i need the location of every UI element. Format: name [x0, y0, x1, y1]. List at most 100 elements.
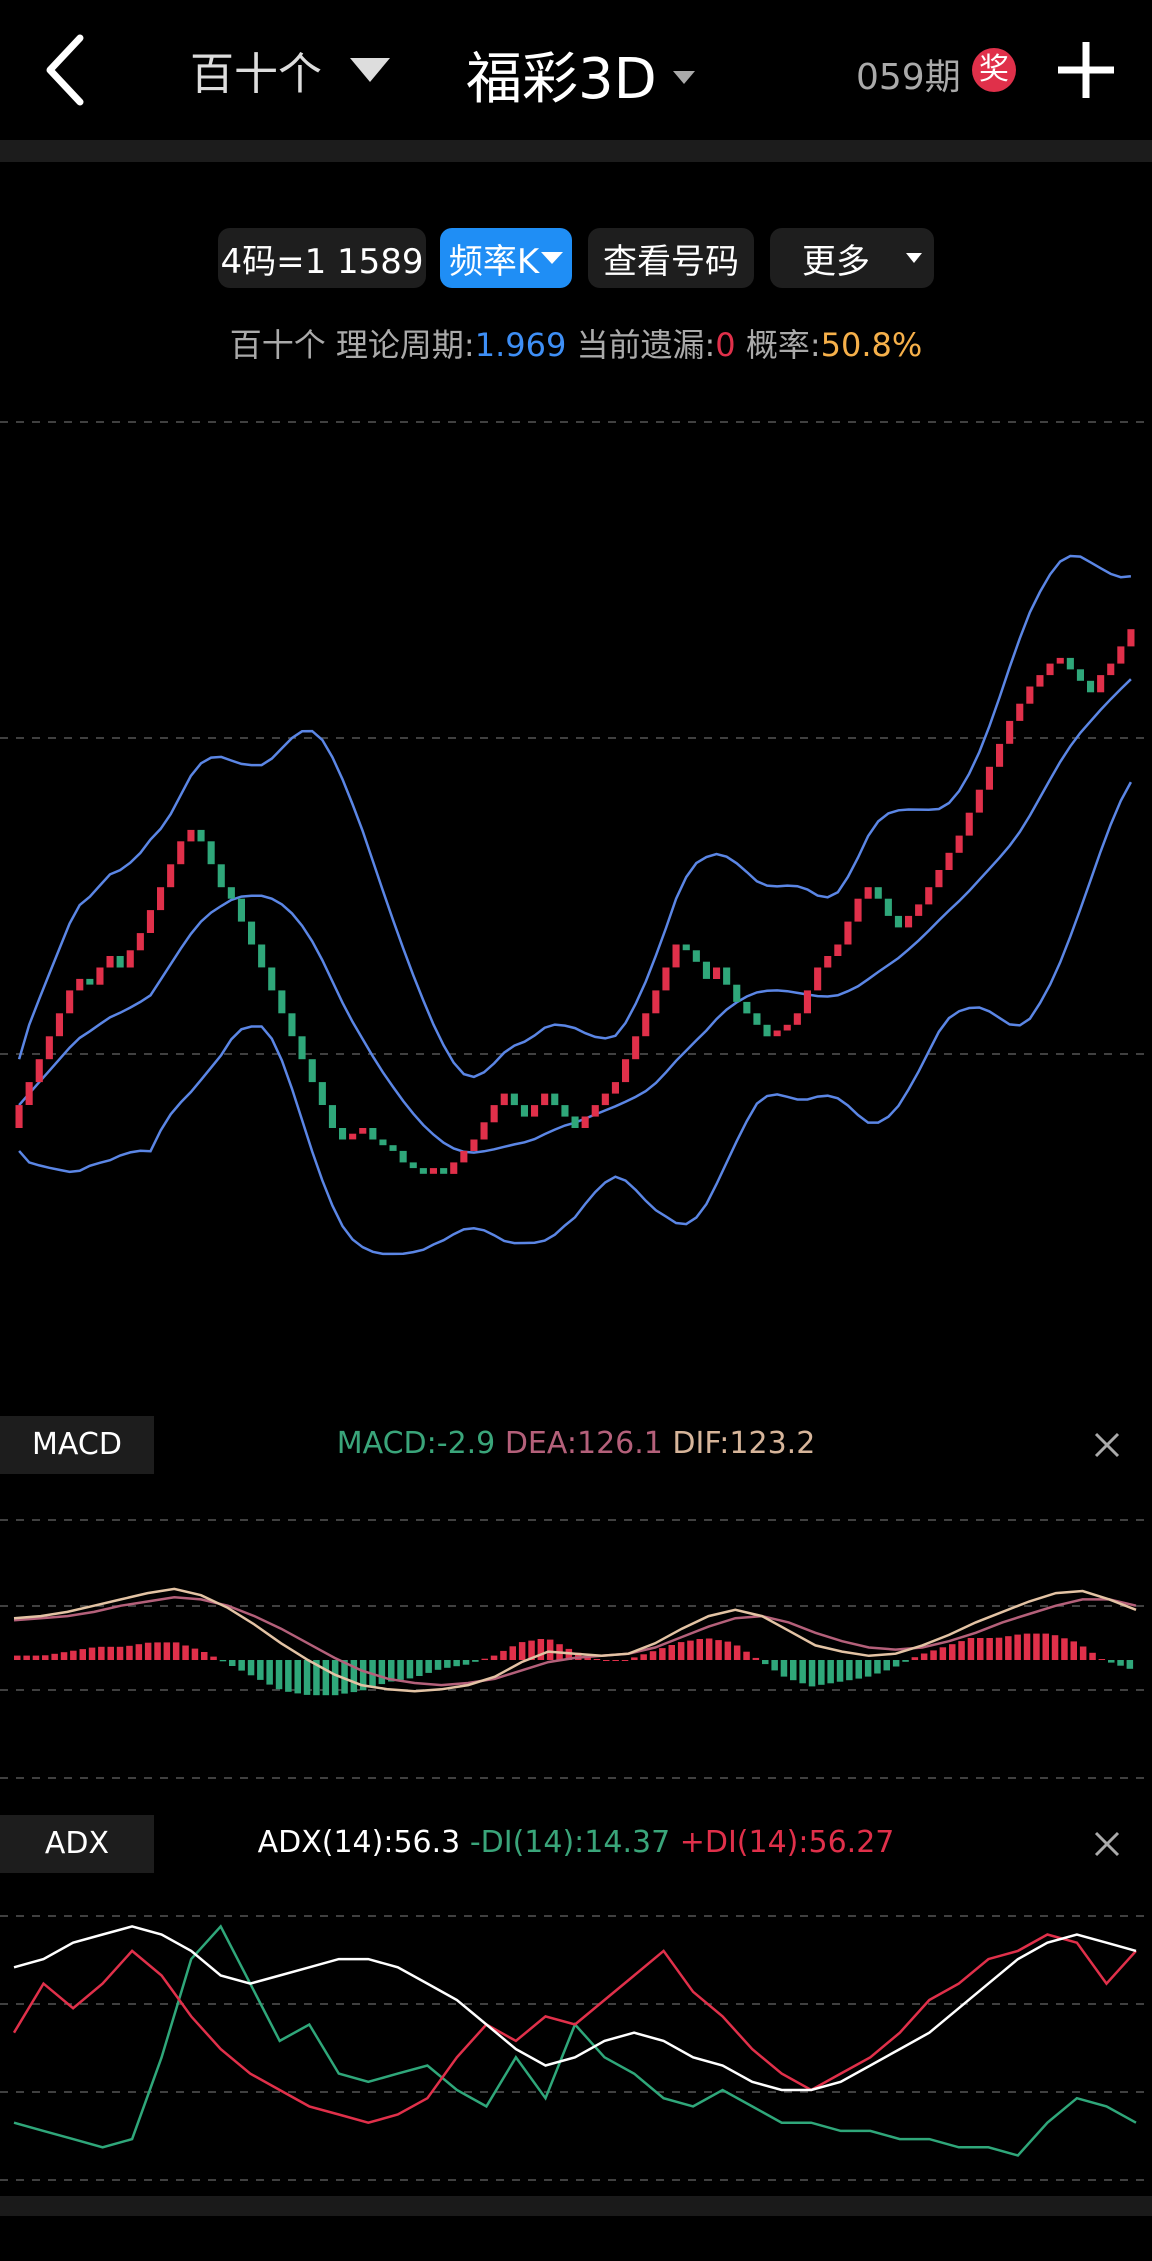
candle — [733, 984, 741, 1002]
frequency-k-button[interactable]: 频率K — [440, 228, 572, 288]
macd-bar — [537, 1639, 545, 1660]
macd-bar — [70, 1650, 77, 1660]
adx-grid — [0, 1915, 1152, 2181]
macd-bar — [1051, 1635, 1059, 1660]
candle — [551, 1093, 559, 1106]
candle — [157, 887, 165, 911]
more-label: 更多 — [802, 241, 870, 282]
candle — [763, 1024, 771, 1037]
macd-bar — [201, 1652, 208, 1660]
candle — [652, 990, 660, 1014]
issue-number[interactable]: 059期 — [856, 57, 961, 98]
macd-bar — [42, 1655, 49, 1660]
add-button[interactable] — [1056, 40, 1116, 100]
candle — [975, 789, 983, 813]
macd-bar — [659, 1648, 666, 1660]
candle — [86, 978, 94, 985]
macd-bar — [144, 1642, 152, 1660]
macd-bar — [930, 1650, 937, 1660]
candle — [480, 1122, 488, 1140]
candle — [531, 1105, 539, 1117]
macd-bar — [313, 1660, 320, 1696]
macd-bar — [98, 1646, 105, 1660]
candle — [45, 1036, 53, 1060]
candle — [197, 829, 205, 842]
candle — [76, 978, 84, 991]
candle — [379, 1139, 387, 1146]
macd-bar — [172, 1642, 180, 1660]
macd-bar — [1061, 1638, 1068, 1660]
macd-bar — [771, 1660, 778, 1671]
minus-di-line — [13, 1924, 1137, 2157]
candle — [268, 967, 276, 991]
macd-bar — [32, 1655, 40, 1660]
frequency-k-chart[interactable] — [0, 400, 1152, 1340]
candle — [460, 1150, 468, 1163]
macd-bar — [836, 1660, 844, 1682]
candle — [500, 1093, 508, 1106]
adx-tag[interactable]: ADX — [0, 1815, 154, 1873]
macd-bar — [1023, 1633, 1031, 1660]
macd-bar — [509, 1646, 516, 1660]
caret-down-icon — [350, 58, 390, 82]
macd-bar — [949, 1644, 956, 1660]
macd-bar — [257, 1660, 264, 1680]
macd-bar — [995, 1637, 1003, 1660]
position-filter-dropdown[interactable]: 百十个 — [190, 38, 390, 102]
macd-bar — [51, 1653, 58, 1660]
probability-label: 概率: — [735, 326, 821, 364]
macd-bar — [1117, 1660, 1124, 1666]
candle — [177, 841, 185, 865]
candle — [136, 933, 144, 951]
candle — [905, 915, 913, 928]
macd-bar — [780, 1660, 788, 1677]
candle — [854, 898, 862, 922]
chevron-left-icon — [46, 34, 84, 106]
code-filter-button[interactable]: 4码=1 1589 — [218, 228, 426, 288]
macd-bar — [715, 1640, 722, 1660]
dif-value: DIF:123.2 — [672, 1426, 816, 1461]
macd-bar — [846, 1660, 853, 1681]
candle — [450, 1162, 458, 1174]
macd-bar — [808, 1660, 816, 1687]
candle — [1056, 657, 1064, 664]
macd-bar — [406, 1660, 414, 1679]
macd-bar — [743, 1651, 750, 1660]
macd-values: MACD:-2.9 DEA:126.1 DIF:123.2 — [0, 1426, 1152, 1461]
lottery-type-dropdown[interactable]: 福彩3D — [466, 34, 695, 115]
macd-bar — [453, 1660, 460, 1667]
back-button[interactable] — [40, 32, 100, 108]
candle — [490, 1105, 498, 1123]
macd-bar — [799, 1660, 806, 1684]
adx-chart[interactable] — [0, 1890, 1152, 2190]
macd-bar — [163, 1642, 171, 1660]
macd-bar — [1126, 1660, 1134, 1669]
macd-bar — [378, 1660, 386, 1685]
macd-bar — [677, 1642, 685, 1660]
macd-bar — [649, 1651, 657, 1660]
top-bar — [0, 0, 1152, 140]
macd-chart[interactable] — [0, 1490, 1152, 1790]
current-miss-label: 当前遗漏: — [566, 326, 716, 364]
candle — [884, 898, 892, 916]
macd-tag[interactable]: MACD — [0, 1416, 154, 1474]
macd-bar — [864, 1660, 872, 1677]
candle — [581, 1116, 589, 1128]
candle — [1016, 703, 1024, 721]
macd-bar — [640, 1654, 647, 1660]
macd-bar — [1098, 1659, 1106, 1660]
candle — [985, 766, 993, 790]
candle — [278, 990, 286, 1014]
close-macd-button[interactable] — [1092, 1430, 1122, 1460]
close-adx-button[interactable] — [1092, 1829, 1122, 1859]
bottom-divider — [0, 2196, 1152, 2216]
bollinger-bands — [17, 554, 1132, 1256]
candle — [258, 944, 266, 968]
candle — [1066, 657, 1074, 670]
view-numbers-button[interactable]: 查看号码 — [588, 228, 754, 288]
award-badge[interactable]: 奖 — [972, 48, 1016, 92]
candle — [844, 921, 852, 945]
more-dropdown[interactable]: 更多 — [770, 228, 934, 288]
candle — [601, 1093, 609, 1106]
candle — [96, 967, 104, 985]
